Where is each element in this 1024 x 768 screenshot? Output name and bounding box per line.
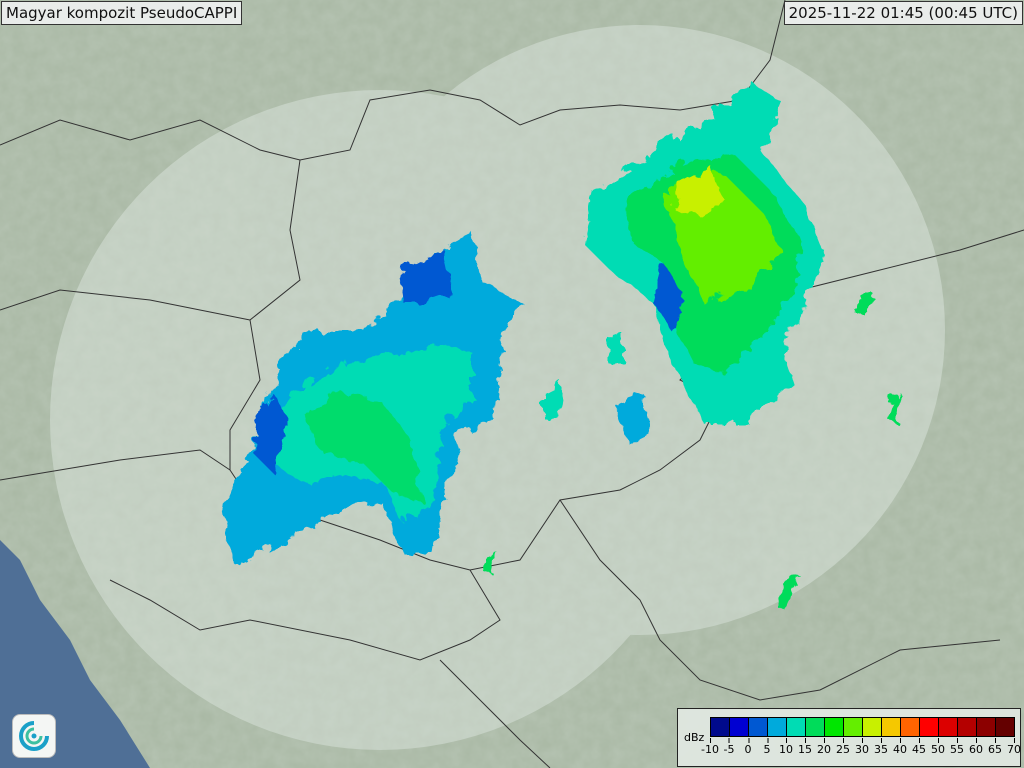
legend-tick-label: 10 — [779, 738, 793, 756]
legend-tick-label: 25 — [836, 738, 850, 756]
legend-color-bar — [710, 717, 1015, 737]
legend-tick-label: -5 — [724, 738, 734, 756]
map-title: Magyar kompozit PseudoCAPPI — [1, 1, 243, 25]
legend-tick-label: 40 — [893, 738, 907, 756]
legend-swatch — [882, 718, 901, 736]
legend-tick-label: 35 — [874, 738, 888, 756]
legend-tick-label: 70 — [1007, 738, 1021, 756]
legend-tick-label: 0 — [745, 738, 752, 756]
legend-swatch — [806, 718, 825, 736]
legend-swatch — [939, 718, 958, 736]
adriatic-sea — [0, 540, 150, 768]
radar-echoes — [220, 80, 898, 610]
legend-swatch — [844, 718, 863, 736]
legend-tick-label: 60 — [969, 738, 983, 756]
legend-tick-label: 50 — [931, 738, 945, 756]
legend-tick-label: 30 — [855, 738, 869, 756]
legend-swatch — [958, 718, 977, 736]
legend-swatch — [863, 718, 882, 736]
legend-swatch — [996, 718, 1014, 736]
legend-unit: dBz — [684, 731, 705, 744]
legend-swatch — [749, 718, 768, 736]
swirl-logo-icon — [19, 721, 49, 751]
legend-tick-label: 20 — [817, 738, 831, 756]
legend-tick-label: -10 — [701, 738, 719, 756]
legend-tick-label: 5 — [764, 738, 771, 756]
weather-service-logo[interactable] — [12, 714, 56, 758]
legend-tick-label: 65 — [988, 738, 1002, 756]
dbz-legend: dBz -10 -5 0 5 10 15 20 25 30 35 40 45 50 55 60 65 70 — [677, 708, 1021, 767]
legend-swatch — [711, 718, 730, 736]
legend-swatch — [901, 718, 920, 736]
timestamp: 2025-11-22 01:45 (00:45 UTC) — [783, 1, 1023, 25]
legend-swatch — [768, 718, 787, 736]
legend-swatch — [730, 718, 749, 736]
legend-tick-label: 55 — [950, 738, 964, 756]
legend-swatch — [920, 718, 939, 736]
legend-swatch — [825, 718, 844, 736]
legend-swatch — [787, 718, 806, 736]
legend-tick-label: 45 — [912, 738, 926, 756]
legend-swatch — [977, 718, 996, 736]
legend-ticks: -10 -5 0 5 10 15 20 25 30 35 40 45 50 55 60 65 70 — [701, 738, 1021, 764]
legend-tick-label: 15 — [798, 738, 812, 756]
